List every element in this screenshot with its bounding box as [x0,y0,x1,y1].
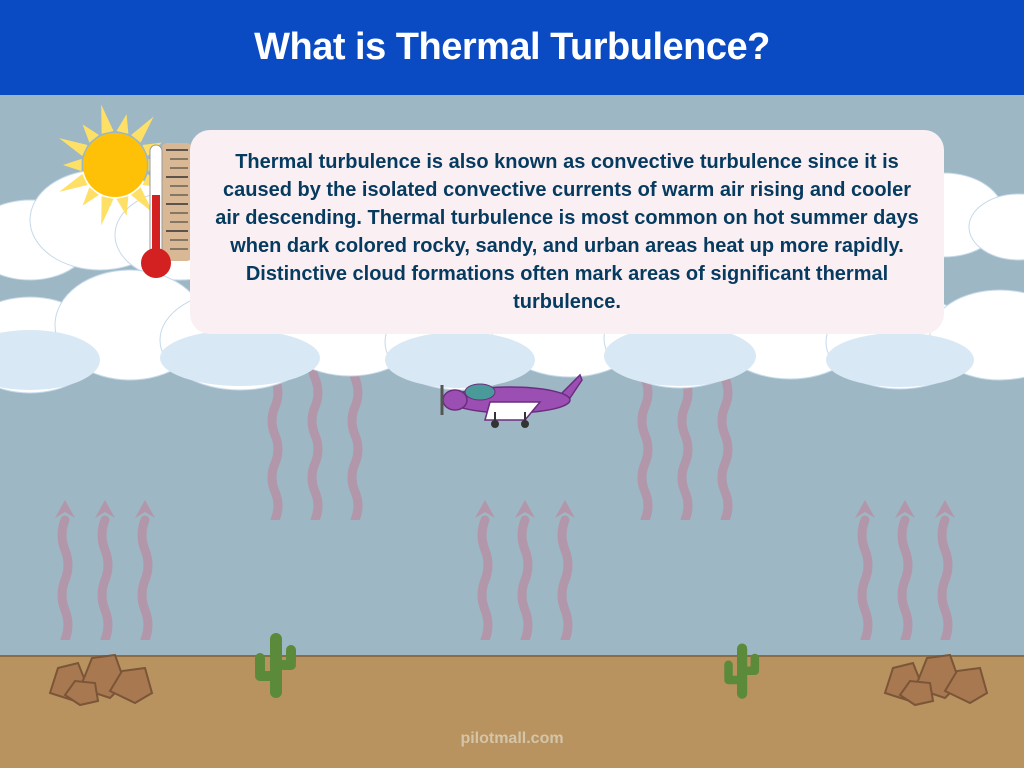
watermark: pilotmall.com [460,730,563,748]
infographic-container: What is Thermal Turbulence? [0,0,1024,768]
thermal-arrow-icon [930,500,960,645]
rocks-icon [875,633,995,713]
cactus-icon [720,635,763,708]
thermal-arrow-icon [510,500,540,645]
thermal-arrow-icon [550,500,580,645]
thermal-arrow-icon [90,500,120,645]
description-box: Thermal turbulence is also known as conv… [190,130,944,334]
airplane-icon [430,360,590,445]
description-text: Thermal turbulence is also known as conv… [215,151,919,313]
rocks-icon [40,633,160,713]
thermal-arrow-icon [850,500,880,645]
thermal-arrow-icon [890,500,920,645]
thermal-arrow-icon [470,500,500,645]
cactus-icon [250,623,300,708]
header-bar: What is Thermal Turbulence? [0,0,1024,95]
thermal-arrow-icon [130,500,160,645]
page-title: What is Thermal Turbulence? [254,26,770,69]
thermal-arrow-icon [50,500,80,645]
